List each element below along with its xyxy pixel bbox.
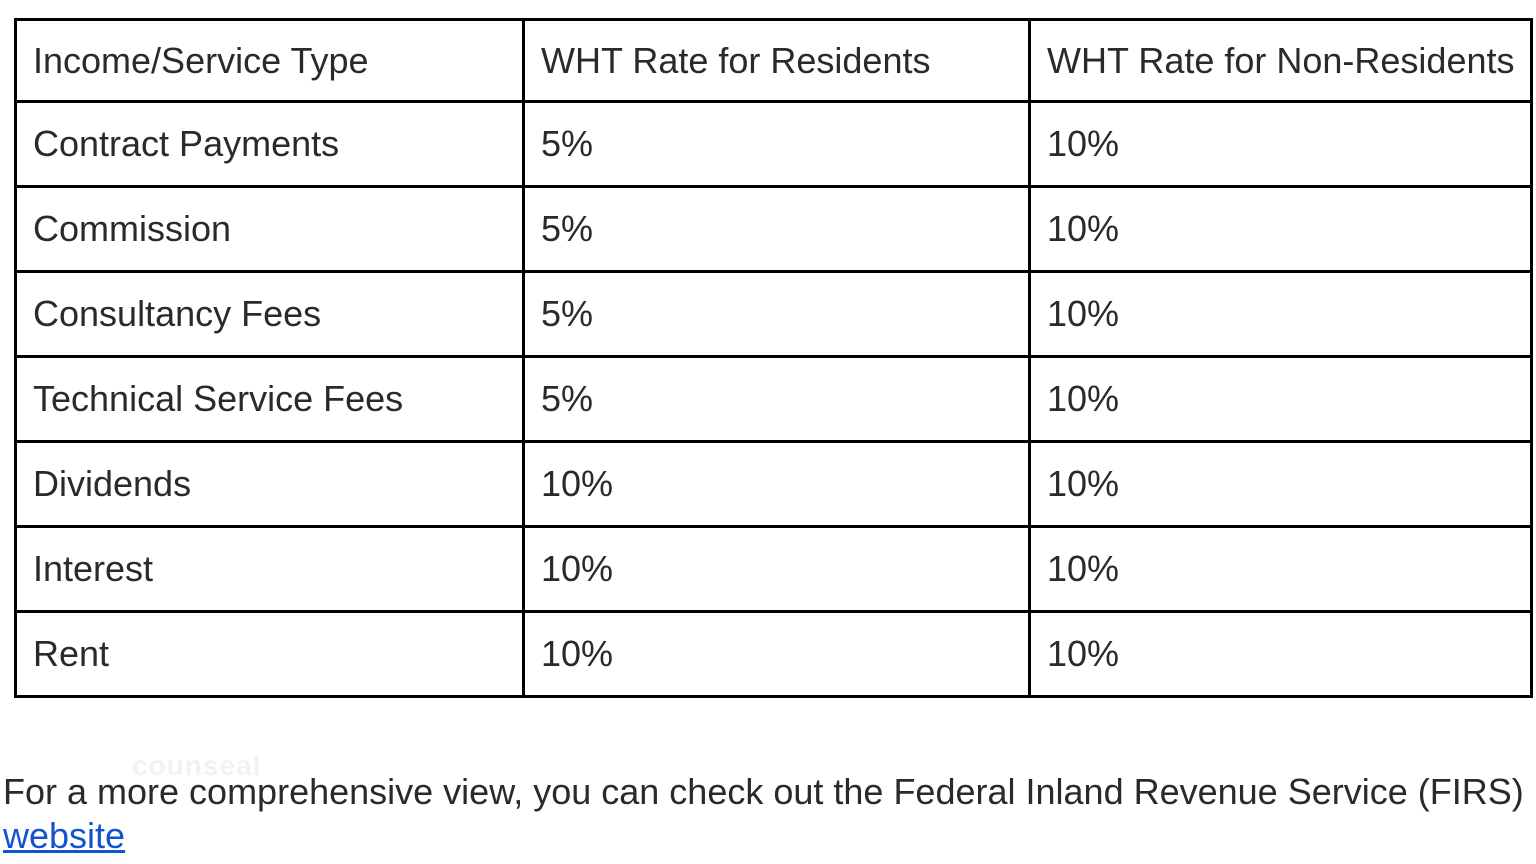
col-header-resident-rate: WHT Rate for Residents [522, 18, 1031, 103]
non-resident-rate-cell: 10% [1028, 610, 1533, 698]
counseal-watermark: counseal [132, 750, 262, 781]
table-row: Consultancy Fees 5% 10% [14, 270, 1533, 358]
resident-rate-cell: 5% [522, 100, 1031, 188]
col-header-income-type: Income/Service Type [14, 18, 525, 103]
non-resident-rate-cell: 10% [1028, 355, 1533, 443]
col-header-non-resident-rate: WHT Rate for Non-Residents [1028, 18, 1533, 103]
non-resident-rate-cell: 10% [1028, 185, 1533, 273]
footer-text: For a more comprehensive view, you can c… [3, 771, 1524, 812]
wht-table-body: Contract Payments 5% 10% Commission 5% 10% Con… [14, 100, 1533, 698]
non-resident-rate-cell: 10% [1028, 270, 1533, 358]
table-header-row: Income/Service Type WHT Rate for Residen… [14, 18, 1533, 103]
income-type-cell: Technical Service Fees [14, 355, 525, 443]
resident-rate-cell: 5% [522, 270, 1031, 358]
wht-rates-table: Income/Service Type WHT Rate for Residen… [14, 18, 1533, 698]
table-row: Dividends 10% 10% [14, 440, 1533, 528]
income-type-cell: Rent [14, 610, 525, 698]
income-type-cell: Dividends [14, 440, 525, 528]
resident-rate-cell: 5% [522, 185, 1031, 273]
non-resident-rate-cell: 10% [1028, 100, 1533, 188]
non-resident-rate-cell: 10% [1028, 525, 1533, 613]
firs-website-link[interactable]: website [3, 815, 126, 856]
resident-rate-cell: 10% [522, 610, 1031, 698]
income-type-cell: Interest [14, 525, 525, 613]
resident-rate-cell: 10% [522, 525, 1031, 613]
table-row: Rent 10% 10% [14, 610, 1533, 698]
income-type-cell: Commission [14, 185, 525, 273]
table-row: Technical Service Fees 5% 10% [14, 355, 1533, 443]
resident-rate-cell: 10% [522, 440, 1031, 528]
non-resident-rate-cell: 10% [1028, 440, 1533, 528]
footer-note: For a more comprehensive view, you can c… [3, 770, 1534, 858]
income-type-cell: Consultancy Fees [14, 270, 525, 358]
table-row: Contract Payments 5% 10% [14, 100, 1533, 188]
table-row: Commission 5% 10% [14, 185, 1533, 273]
table-row: Interest 10% 10% [14, 525, 1533, 613]
income-type-cell: Contract Payments [14, 100, 525, 188]
resident-rate-cell: 5% [522, 355, 1031, 443]
